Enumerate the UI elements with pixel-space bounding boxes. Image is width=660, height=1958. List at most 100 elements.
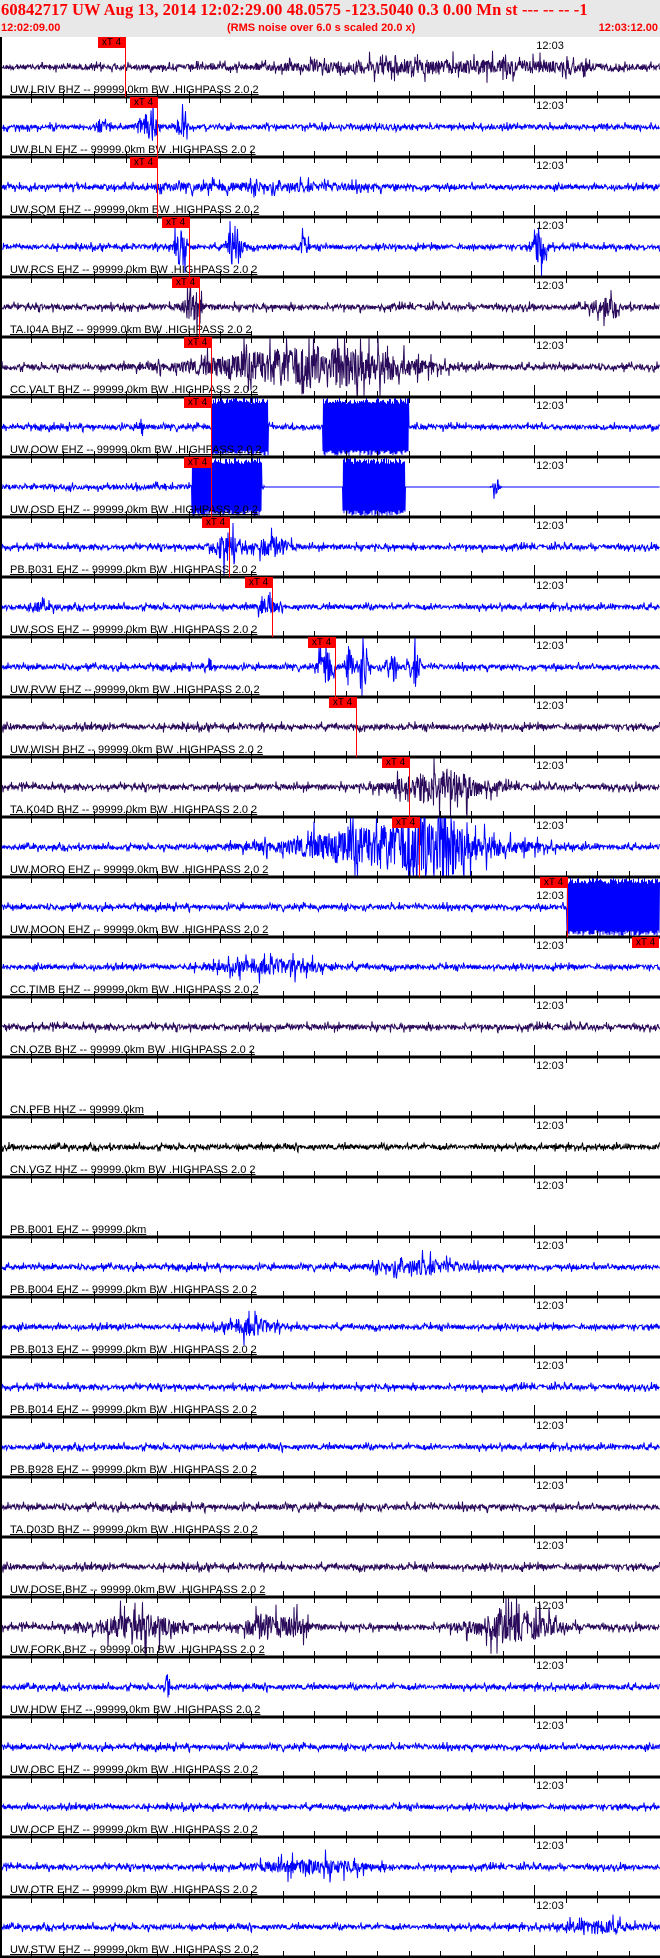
trace-panel[interactable]: 12:03 PB.B004 EHZ -- 99999.0km BW .HIGHPA… <box>0 1237 660 1303</box>
phase-pick-label[interactable]: xT 4 <box>245 577 272 588</box>
trace-panel[interactable]: 12:03 TA.K04D BHZ -- 99999.0km BW .HIGHPA… <box>0 757 660 823</box>
phase-pick-line[interactable] <box>229 517 230 577</box>
minute-mark-label: 12:03 <box>536 940 564 952</box>
waveform <box>1 1741 660 1754</box>
minute-mark-label: 12:03 <box>536 1600 564 1612</box>
trace-panel[interactable]: 12:03 PB.B013 EHZ -- 99999.0km BW .HIGHPA… <box>0 1297 660 1363</box>
channel-label: UW.DOSE BHZ -- 99999.0km BW .HIGHPASS 2.… <box>10 1584 266 1596</box>
phase-pick-label[interactable]: xT 4 <box>172 277 199 288</box>
phase-pick-line[interactable] <box>157 97 158 157</box>
trace-panel[interactable]: 12:03 CC.TIMB EHZ -- 99999.0km BW .HIGHPA… <box>0 937 660 1003</box>
phase-pick-line[interactable] <box>335 637 336 697</box>
channel-label: UW.SQM EHZ -- 99999.0km BW .HIGHPASS 2.0… <box>10 204 260 216</box>
trace-panel[interactable]: 12:03 PB.B014 EHZ -- 99999.0km BW .HIGHPA… <box>0 1357 660 1423</box>
phase-pick-label[interactable]: xT 4 <box>308 637 335 648</box>
phase-pick-label[interactable]: xT 4 <box>130 97 157 108</box>
trace-panel[interactable]: 12:03 UW.DOSE BHZ -- 99999.0km BW .HIGHPA… <box>0 1537 660 1603</box>
phase-pick-label[interactable]: xT 4 <box>392 817 419 828</box>
channel-label: TA.K04D BHZ -- 99999.0km BW .HIGHPASS 2.… <box>10 804 258 816</box>
waveform <box>1 176 660 198</box>
trace-panel[interactable]: 12:03 CN.OZB BHZ -- 99999.0km BW .HIGHPAS… <box>0 997 660 1063</box>
trace-panel[interactable]: 12:03 UW.OOW EHZ -- 99999.0km BW .HIGHPAS… <box>0 397 660 463</box>
trace-panel[interactable]: 12:03 UW.MOON EHZ -- 99999.0km BW .HIGHPA… <box>0 877 660 948</box>
trace-panel[interactable]: 12:03 UW.OBC EHZ -- 99999.0km BW .HIGHPAS… <box>0 1717 660 1783</box>
phase-pick-label[interactable]: xT 4 <box>632 937 659 948</box>
trace-panel[interactable]: 12:03 TA.I04A BHZ -- 99999.0km BW .HIGHPA… <box>0 277 660 343</box>
minute-mark-label: 12:03 <box>536 1180 564 1192</box>
trace-panel[interactable]: 12:03 CN.PFB HHZ -- 99999.0km <box>0 1057 660 1123</box>
phase-pick-line[interactable] <box>567 877 568 937</box>
start-time: 12:02:09.00 <box>1 22 61 34</box>
phase-pick-line[interactable] <box>356 697 357 757</box>
trace-panel[interactable]: 12:03 UW.OCP EHZ -- 99999.0km BW .HIGHPAS… <box>0 1777 660 1843</box>
trace-panel[interactable]: 12:03 UW.BLN EHZ -- 99999.0km BW .HIGHPAS… <box>0 97 660 163</box>
trace-panel[interactable]: 12:03 UW.MORO EHZ -- 99999.0km BW .HIGHPA… <box>0 817 660 883</box>
phase-pick-line[interactable] <box>157 157 158 217</box>
phase-pick-label[interactable]: xT 4 <box>202 517 229 528</box>
waveform <box>1 877 660 936</box>
trace-plot <box>0 1849 660 1903</box>
channel-label: UW.STW EHZ -- 99999.0km BW .HIGHPASS 2.0… <box>10 1944 259 1956</box>
panel-separator <box>0 1775 660 1779</box>
phase-pick-line[interactable] <box>211 337 212 397</box>
channel-label: CN.VGZ HHZ -- 99999.0km BW .HIGHPASS 2.0… <box>10 1164 256 1176</box>
channel-label: UW.HDW EHZ -- 99999.0km BW .HIGHPASS 2.0… <box>10 1704 261 1716</box>
waveform <box>1 1441 660 1454</box>
phase-pick-label[interactable]: xT 4 <box>329 697 356 708</box>
phase-pick-label[interactable]: xT 4 <box>162 217 189 228</box>
panel-separator <box>0 155 660 159</box>
trace-plot <box>0 50 660 103</box>
phase-pick-label[interactable]: xT 4 <box>98 37 125 48</box>
phase-pick-line[interactable] <box>199 277 200 337</box>
trace-panel[interactable]: 12:03 UW.RCS EHZ -- 99999.0km BW .HIGHPAS… <box>0 217 660 283</box>
trace-panel[interactable]: 12:03 PB.B031 EHZ -- 99999.0km BW .HIGHPA… <box>0 517 660 583</box>
trace-panel[interactable]: 12:03 CC.VALT BHZ -- 99999.0km BW .HIGHPA… <box>0 337 660 403</box>
minute-mark-label: 12:03 <box>536 40 564 52</box>
phase-pick-line[interactable] <box>189 217 190 277</box>
phase-pick-label[interactable]: xT 4 <box>184 457 211 468</box>
panel-separator <box>0 1115 660 1119</box>
panel-separator <box>0 215 660 219</box>
panel-separator <box>0 1955 660 1958</box>
trace-panel[interactable]: 12:03 UW.SQM EHZ -- 99999.0km BW .HIGHPAS… <box>0 157 660 223</box>
channel-label: TA.I04A BHZ -- 99999.0km BW .HIGHPASS 2.… <box>10 324 252 336</box>
panel-separator <box>0 335 660 339</box>
trace-plot <box>0 277 660 343</box>
phase-pick-line[interactable] <box>409 757 410 817</box>
panel-separator <box>0 1895 660 1899</box>
channel-label: CC.TIMB EHZ -- 99999.0km BW .HIGHPASS 2.… <box>10 984 259 996</box>
phase-pick-line[interactable] <box>272 577 273 637</box>
trace-panel[interactable]: 12:03 UW.STW EHZ -- 99999.0km BW .HIGHPAS… <box>0 1897 660 1958</box>
phase-pick-line[interactable] <box>211 397 212 457</box>
phase-pick-label[interactable]: xT 4 <box>130 157 157 168</box>
trace-panel[interactable]: 12:03 PB.B001 EHZ -- 99999.0km <box>0 1177 660 1243</box>
trace-plot <box>0 1225 660 1243</box>
trace-panel[interactable]: 12:03 UW.RVW EHZ -- 99999.0km BW .HIGHPAS… <box>0 637 660 703</box>
phase-pick-label[interactable]: xT 4 <box>184 397 211 408</box>
minute-mark-label: 12:03 <box>536 640 564 652</box>
phase-pick-line[interactable] <box>419 817 420 877</box>
trace-panel[interactable]: 12:03 UW.FORK BHZ -- 99999.0km BW .HIGHPA… <box>0 1597 660 1663</box>
trace-panel[interactable]: 12:03 TA.D03D BHZ -- 99999.0km BW .HIGHPA… <box>0 1477 660 1543</box>
phase-pick-label[interactable]: xT 4 <box>540 877 567 888</box>
trace-panel[interactable]: 12:03 PB.B928 EHZ -- 99999.0km BW .HIGHPA… <box>0 1417 660 1483</box>
trace-plot <box>0 1914 660 1958</box>
trace-panel[interactable]: 12:03 UW.SOS EHZ -- 99999.0km BW .HIGHPAS… <box>0 577 660 643</box>
phase-pick-label[interactable]: xT 4 <box>382 757 409 768</box>
phase-pick-label[interactable]: xT 4 <box>184 337 211 348</box>
waveform <box>1 721 660 733</box>
trace-panel[interactable]: 12:03 UW.HDW EHZ -- 99999.0km BW .HIGHPAS… <box>0 1657 660 1723</box>
trace-panel[interactable]: 12:03 UW.WISH BHZ -- 99999.0km BW .HIGHPA… <box>0 697 660 763</box>
trace-panel[interactable]: 12:03 UW.OTR EHZ -- 99999.0km BW .HIGHPAS… <box>0 1837 660 1903</box>
panel-separator <box>0 395 660 399</box>
phase-pick-line[interactable] <box>211 457 212 517</box>
panel-separator <box>0 1535 660 1539</box>
panel-separator <box>0 575 660 579</box>
channel-label: UW.SOS EHZ -- 99999.0km BW .HIGHPASS 2.0… <box>10 624 258 636</box>
phase-pick-line[interactable] <box>125 37 126 97</box>
trace-panel[interactable]: 12:03 UW.OSD EHZ -- 99999.0km BW .HIGHPAS… <box>0 457 660 523</box>
trace-panel[interactable]: 12:03 UW.LRIV BHZ -- 99999.0km BW .HIGHPA… <box>0 37 660 103</box>
panel-separator <box>0 995 660 999</box>
channel-label: PB.B031 EHZ -- 99999.0km BW .HIGHPASS 2.… <box>10 564 257 576</box>
trace-panel[interactable]: 12:03 CN.VGZ HHZ -- 99999.0km BW .HIGHPAS… <box>0 1117 660 1183</box>
